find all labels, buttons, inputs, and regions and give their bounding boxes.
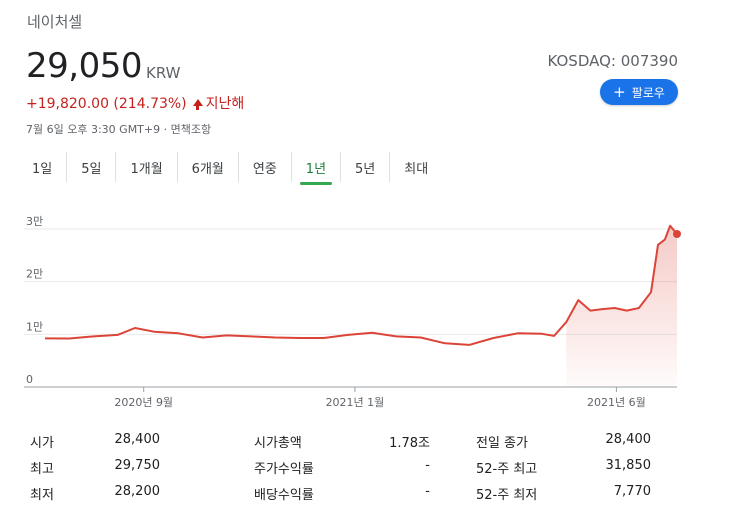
tab-1d[interactable]: 1일 xyxy=(18,152,68,182)
stat-label: 시가 xyxy=(30,436,54,451)
stat-value: 29,750 xyxy=(114,458,161,473)
stat-label: 시가총액 xyxy=(254,436,302,451)
y-tick-label: 1만 xyxy=(26,320,43,333)
follow-button[interactable]: + 팔로우 xyxy=(600,79,678,105)
stat-label: 최고 xyxy=(30,462,54,477)
stat-label: 배당수익률 xyxy=(254,488,314,503)
stat-value: 28,400 xyxy=(605,432,652,447)
x-tick-label: 2021년 1월 xyxy=(326,396,385,409)
stat-value: 7,770 xyxy=(613,484,651,499)
stat-value: 31,850 xyxy=(605,458,652,473)
stat-value: 28,400 xyxy=(114,432,161,447)
exchange-ticker: KOSDAQ: 007390 xyxy=(547,52,678,70)
tab-6m[interactable]: 6개월 xyxy=(178,152,239,182)
current-price: 29,050 xyxy=(26,46,142,86)
tab-5d[interactable]: 5일 xyxy=(67,152,117,182)
price-chart[interactable]: 0 1만 2만 3만 2020년 9월 2021년 1월 2021년 6월 xyxy=(0,205,746,420)
stat-label: 52-주 최저 xyxy=(476,488,538,503)
stat-value: - xyxy=(425,484,430,499)
change-value: +19,820.00 (214.73%) xyxy=(26,96,187,112)
price-change: +19,820.00 (214.73%) 지난해 xyxy=(26,93,244,113)
x-tick-label: 2021년 6월 xyxy=(587,396,646,409)
stat-label: 최저 xyxy=(30,488,54,503)
last-point xyxy=(673,230,681,239)
tab-1m[interactable]: 1개월 xyxy=(116,152,178,182)
tab-1y[interactable]: 1년 xyxy=(292,152,342,185)
stat-value: - xyxy=(425,458,430,473)
stat-label: 전일 종가 xyxy=(476,436,528,451)
y-tick-label: 3만 xyxy=(26,215,43,228)
timestamp-disclaimer: 7월 6일 오후 3:30 GMT+9 · 면책조항 xyxy=(26,123,212,136)
change-period: 지난해 xyxy=(205,96,245,112)
series-line xyxy=(44,224,678,346)
stat-label: 주가수익률 xyxy=(254,462,314,477)
x-tick-label: 2020년 9월 xyxy=(114,396,173,409)
stat-label: 52-주 최고 xyxy=(476,462,538,477)
stat-value: 1.78조 xyxy=(389,436,430,451)
area-fill xyxy=(566,225,677,387)
y-tick-label: 0 xyxy=(26,373,33,386)
arrow-up-icon xyxy=(192,99,203,110)
stat-value: 28,200 xyxy=(114,484,161,499)
range-tabs: 1일 5일 1개월 6개월 연중 1년 5년 최대 xyxy=(18,152,442,186)
plus-icon: + xyxy=(613,82,626,101)
currency-label: KRW xyxy=(146,64,181,82)
tab-ytd[interactable]: 연중 xyxy=(239,152,292,182)
follow-label: 팔로우 xyxy=(631,85,665,100)
company-name: 네이처셀 xyxy=(27,13,83,31)
tab-max[interactable]: 최대 xyxy=(404,161,429,177)
y-tick-label: 2만 xyxy=(26,268,43,281)
tab-5y[interactable]: 5년 xyxy=(341,152,391,182)
